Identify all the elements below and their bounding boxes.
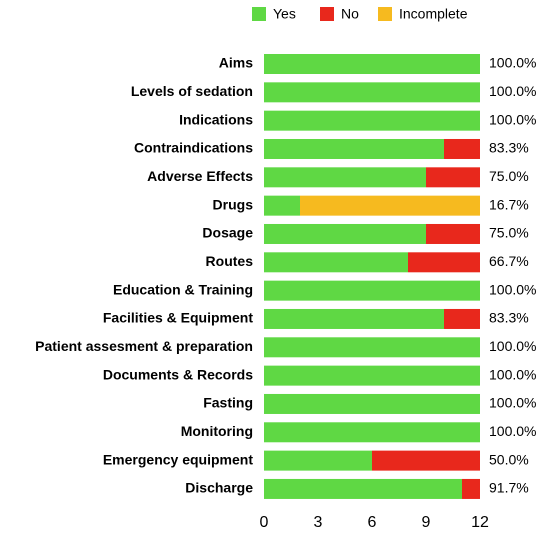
bar-segment <box>300 195 480 216</box>
category-label: Monitoring <box>181 423 253 439</box>
bar-segment <box>264 138 444 159</box>
x-tick-label: 9 <box>422 514 431 531</box>
bar-segment <box>264 110 480 131</box>
category-label: Patient assesment & preparation <box>35 338 253 354</box>
x-tick-label: 0 <box>260 514 269 531</box>
x-tick-label: 6 <box>368 514 377 531</box>
bar-label: 83.3% <box>489 140 529 156</box>
legend-swatch <box>252 7 266 21</box>
bar-segment <box>264 450 372 471</box>
bar-segment <box>462 478 480 499</box>
bar-segment <box>444 308 480 329</box>
category-label: Documents & Records <box>103 366 253 382</box>
bar-label: 66.7% <box>489 253 529 269</box>
category-label: Aims <box>219 55 253 71</box>
bar-segment <box>408 252 480 273</box>
bar-segment <box>264 82 480 103</box>
category-label: Education & Training <box>113 281 253 297</box>
bar-segment <box>264 337 480 358</box>
bar-segment <box>264 223 426 244</box>
bar-segment <box>264 393 480 414</box>
bar-segment <box>264 422 480 443</box>
category-label: Facilities & Equipment <box>103 310 253 326</box>
x-tick-label: 12 <box>471 514 489 531</box>
category-label: Drugs <box>213 196 254 212</box>
bar-label: 100.0% <box>489 338 536 354</box>
bar-label: 100.0% <box>489 395 536 411</box>
bar-label: 100.0% <box>489 111 536 127</box>
bar-segment <box>426 223 480 244</box>
bar-segment <box>264 280 480 301</box>
bar-label: 100.0% <box>489 423 536 439</box>
category-label: Adverse Effects <box>147 168 253 184</box>
bar-label: 91.7% <box>489 480 529 496</box>
bar-label: 100.0% <box>489 366 536 382</box>
category-label: Indications <box>179 111 253 127</box>
bar-segment <box>264 54 480 74</box>
bar-label: 16.7% <box>489 196 529 212</box>
bar-segment <box>264 195 300 216</box>
bar-label: 100.0% <box>489 281 536 297</box>
bar-segment <box>264 167 426 188</box>
bar-label: 75.0% <box>489 168 529 184</box>
category-label: Routes <box>206 253 254 269</box>
category-label: Contraindications <box>134 140 253 156</box>
category-label: Levels of sedation <box>131 83 253 99</box>
bar-label: 75.0% <box>489 225 529 241</box>
bar-segment <box>264 365 480 386</box>
bar-label: 50.0% <box>489 451 529 467</box>
category-label: Discharge <box>185 480 253 496</box>
bar-segment <box>264 478 462 499</box>
legend-swatch <box>378 7 392 21</box>
category-label: Fasting <box>203 395 253 411</box>
bar-label: 100.0% <box>489 55 536 71</box>
bar-segment <box>444 138 480 159</box>
bar-label: 83.3% <box>489 310 529 326</box>
bar-segment <box>426 167 480 188</box>
bar-segment <box>264 308 444 329</box>
bar-label: 100.0% <box>489 83 536 99</box>
legend-label: Incomplete <box>399 6 468 22</box>
legend-label: No <box>341 6 359 22</box>
category-label: Dosage <box>202 225 253 241</box>
bar-segment <box>372 450 480 471</box>
category-label: Emergency equipment <box>103 451 253 467</box>
bar-segment <box>264 252 408 273</box>
legend-swatch <box>320 7 334 21</box>
legend-label: Yes <box>273 6 296 22</box>
x-tick-label: 3 <box>314 514 323 531</box>
